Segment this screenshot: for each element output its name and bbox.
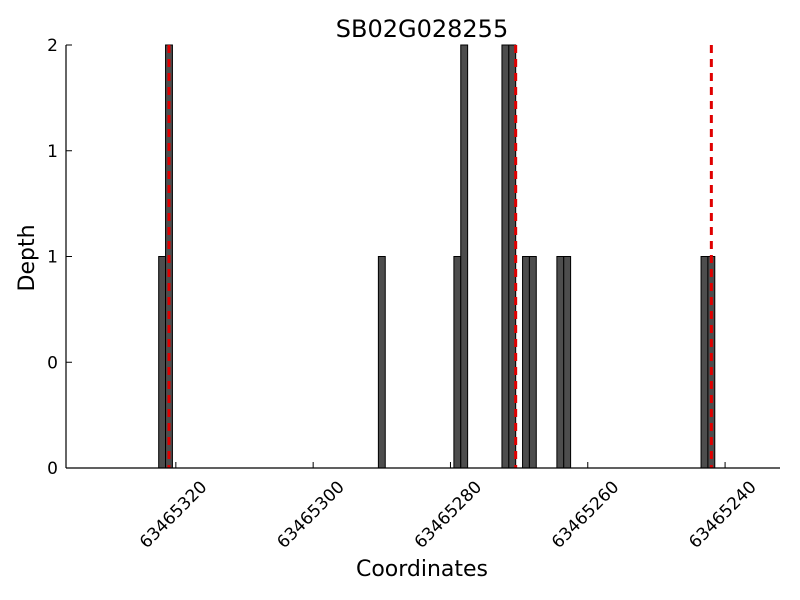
depth-bar-3 (453, 256, 462, 469)
x-axis-title: Coordinates (356, 557, 488, 582)
x-tick-label-3: 63465260 (548, 477, 623, 552)
x-ticks-layer: 63465320 63465300 63465280 63465260 63465240 (136, 462, 761, 553)
y-tick-label-3: 1 (47, 142, 58, 162)
depth-bar-8 (528, 256, 537, 469)
y-tick-label-2: 1 (47, 248, 58, 268)
depth-bar-4 (460, 44, 469, 469)
y-tick-label-4: 2 (47, 36, 58, 56)
depth-bar-0 (158, 256, 167, 469)
depth-bar-9 (556, 256, 565, 469)
depth-bar-10 (563, 256, 572, 469)
y-ticks-layer: 0 0 1 1 2 (47, 36, 72, 479)
x-tick-label-4: 63465240 (685, 477, 760, 552)
bars-layer (158, 44, 716, 469)
x-tick-label-2: 63465280 (411, 477, 486, 552)
markers-layer (167, 45, 713, 468)
depth-bar-2 (377, 256, 386, 469)
depth-bar-11 (700, 256, 709, 469)
y-axis-title: Depth (15, 224, 40, 291)
y-tick-label-1: 0 (47, 353, 58, 373)
chart-title: SB02G028255 (336, 15, 508, 43)
x-tick-label-1: 63465300 (273, 477, 348, 552)
x-tick-label-0: 63465320 (136, 477, 211, 552)
y-tick-label-0: 0 (47, 459, 58, 479)
depth-bar-7 (522, 256, 530, 469)
depth-bar-5 (501, 44, 510, 469)
